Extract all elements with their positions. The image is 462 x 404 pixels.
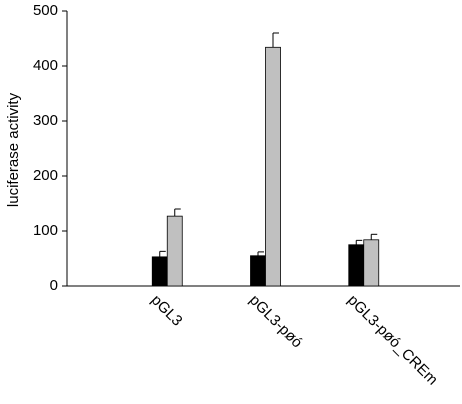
bar [265, 46, 281, 287]
bar [151, 256, 168, 287]
bar [250, 255, 266, 287]
y-tick-label: 200 [33, 167, 58, 184]
bar [363, 239, 380, 287]
y-tick-label: 300 [33, 112, 58, 129]
x-tick-label: pGL3-pøó_CREm [344, 292, 441, 389]
y-tick-label: 400 [33, 57, 58, 74]
bar [348, 244, 365, 287]
y-tick-label: 0 [50, 277, 58, 294]
bar [166, 215, 183, 287]
y-tick-label: 100 [33, 222, 58, 239]
x-tick-label: pGL3-pøó [246, 292, 306, 352]
y-tick-label: 500 [33, 2, 58, 19]
y-axis-label: luciferase activity [5, 92, 22, 207]
x-tick-label: pGL3 [148, 292, 186, 330]
